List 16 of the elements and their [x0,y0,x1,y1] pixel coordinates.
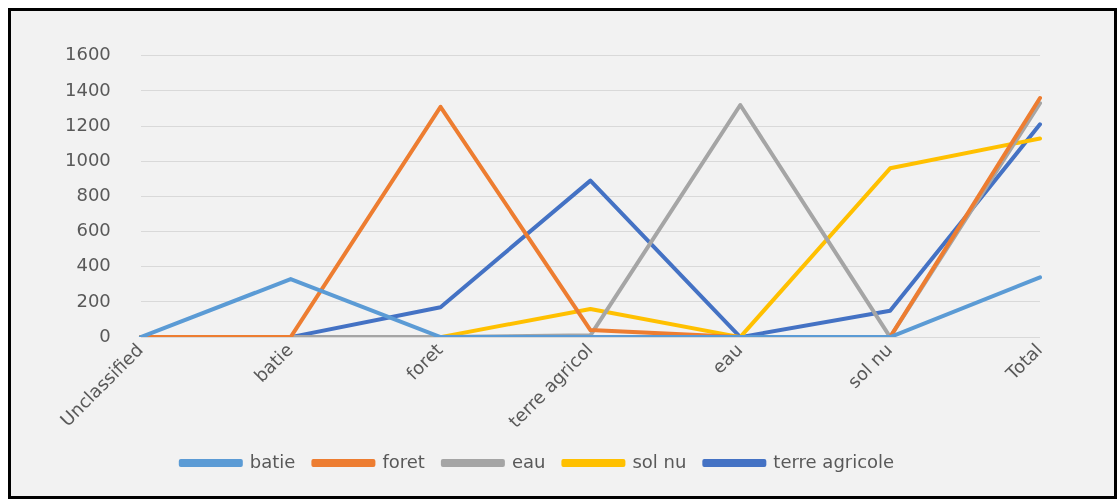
legend-label: sol nu [632,450,687,472]
x-tick-label: eau [707,339,747,378]
y-tick-label: 0 [99,324,111,346]
y-tick-label: 600 [76,219,111,241]
y-tick-label: 1200 [65,113,111,135]
y-tick-label: 1000 [65,148,111,170]
legend-label: batie [249,450,296,472]
legend-label: foret [382,450,425,472]
y-tick-label: 200 [76,289,111,311]
legend-label: eau [511,450,546,472]
legend-label: terre agricole [773,450,895,472]
y-tick-label: 400 [76,254,111,276]
y-tick-label: 800 [76,184,111,206]
y-tick-label: 1400 [65,78,111,100]
x-tick-label: sol nu [843,339,897,393]
y-tick-label: 1600 [65,43,111,65]
